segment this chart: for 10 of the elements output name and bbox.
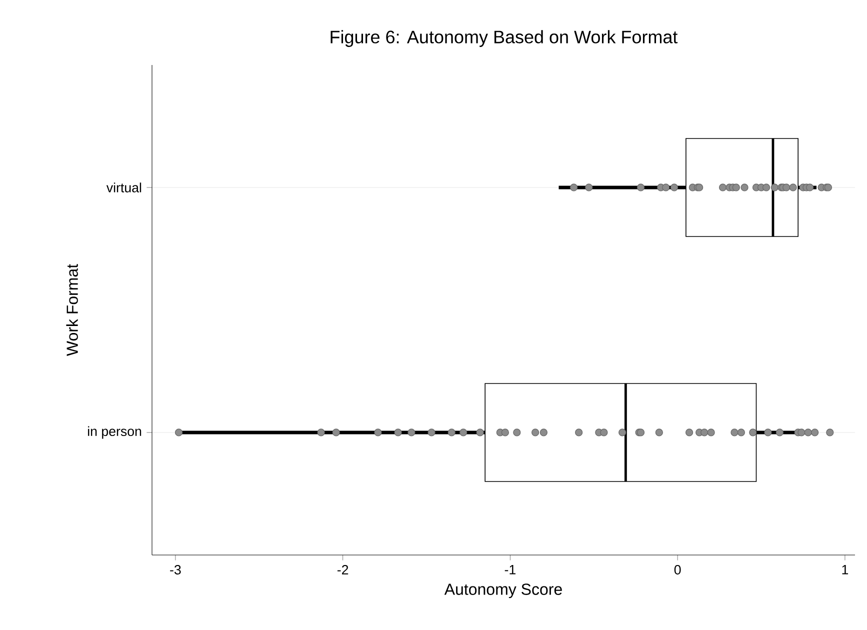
x-tick-label: -2 xyxy=(337,565,348,574)
y-tick-label: in person xyxy=(88,426,142,439)
chart-title: Figure 6: Autonomy Based on Work Format xyxy=(330,30,678,47)
x-tick-label: -3 xyxy=(170,565,181,574)
x-tick-label: 0 xyxy=(674,565,681,574)
x-axis-title: Autonomy Score xyxy=(444,584,562,598)
y-tick-label: virtual xyxy=(106,182,142,192)
x-tick-label: -1 xyxy=(504,565,516,574)
x-tick-label: 1 xyxy=(842,565,848,574)
y-axis-title: Work Format xyxy=(66,264,78,356)
